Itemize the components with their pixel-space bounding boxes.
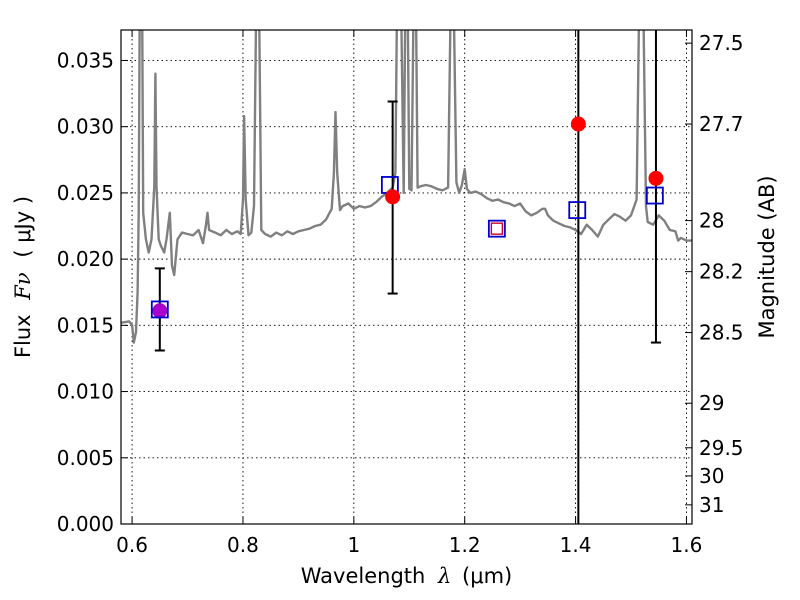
- y2-tick-label: 28: [699, 209, 724, 233]
- observed-point: [570, 116, 586, 132]
- y2-tick-label: 27.5: [699, 31, 744, 55]
- data-markers: [150, 116, 664, 319]
- y2-tick-label: 28.5: [699, 321, 744, 345]
- y-tick-label: 0.000: [57, 512, 114, 536]
- x-tick-label: 0.8: [227, 533, 259, 557]
- y-tick-label: 0.030: [57, 115, 114, 139]
- y2-tick-label: 31: [699, 493, 724, 517]
- y-tick-label: 0.015: [57, 313, 114, 337]
- y2-tick-label: 28.2: [699, 260, 744, 284]
- y-tick-label: 0.020: [57, 247, 114, 271]
- y2-axis-ticks: 27.5 27.7 28 28.2 28.5 29 29.5 30 31: [685, 31, 744, 517]
- model-box-outer: [487, 219, 506, 238]
- model-box-inner: [490, 222, 504, 235]
- y2-tick-label: 27.7: [699, 112, 744, 136]
- plot-frame: [120, 29, 693, 525]
- y-tick-label: 0.005: [57, 446, 114, 470]
- x-tick-label: 1.6: [671, 533, 703, 557]
- x-tick-label: 0.6: [116, 533, 148, 557]
- y-tick-label: 0.010: [57, 380, 114, 404]
- y2-tick-label: 29.5: [699, 436, 744, 460]
- model-box: [568, 201, 587, 220]
- model-box: [645, 186, 664, 205]
- y2-tick-label: 30: [699, 464, 724, 488]
- x-axis-ticks: 0.6 0.8 1 1.2 1.4 1.6: [116, 30, 702, 557]
- y-tick-label: 0.035: [57, 48, 114, 72]
- observed-point: [385, 189, 401, 205]
- y2-tick-label: 29: [699, 391, 724, 415]
- error-bars: [154, 30, 661, 524]
- x-tick-label: 1.4: [560, 533, 592, 557]
- x-axis-label: Wavelength λ (μm): [301, 564, 512, 588]
- model-box: [150, 300, 169, 319]
- y-axis-label: Flux Fν ( μJy ): [11, 196, 35, 358]
- y-tick-label: 0.025: [57, 181, 114, 205]
- observed-point: [648, 170, 664, 186]
- observed-point-magenta: [152, 303, 168, 319]
- x-tick-label: 1: [347, 533, 360, 557]
- y2-axis-label: Magnitude (AB): [755, 175, 779, 338]
- x-tick-label: 1.2: [449, 533, 481, 557]
- y-axis-ticks: 0.000 0.005 0.010 0.015 0.020 0.025 0.030 0.035: [57, 48, 128, 536]
